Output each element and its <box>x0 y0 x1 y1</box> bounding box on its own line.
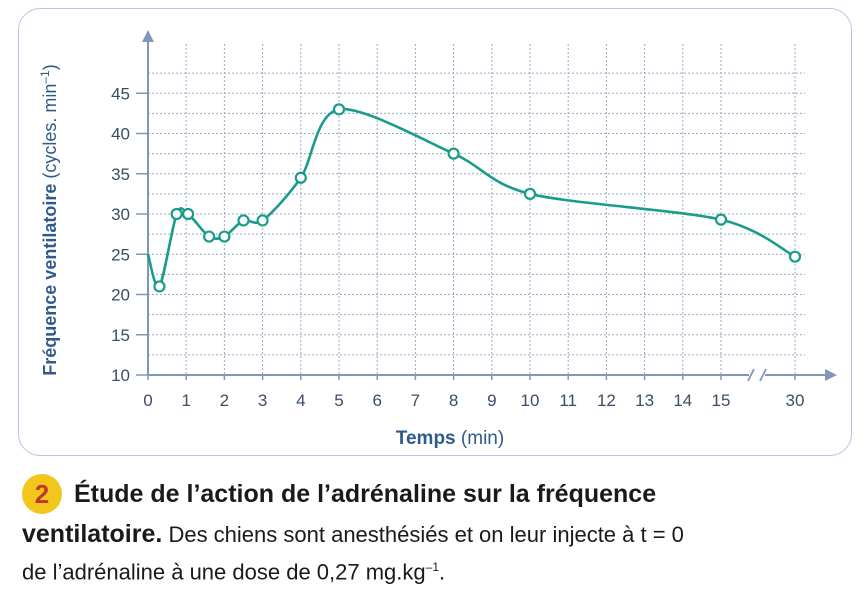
figure-caption: 2 Étude de l’action de l’adrénaline sur … <box>22 474 852 588</box>
caption-line-2: ventilatoire. Des chiens sont anesthésié… <box>22 518 852 551</box>
data-point <box>153 280 166 293</box>
x-tick-label: 12 <box>597 391 616 410</box>
y-tick-label: 35 <box>111 165 130 184</box>
data-line <box>146 107 796 289</box>
data-point <box>788 250 802 263</box>
caption-line-1: 2 Étude de l’action de l’adrénaline sur … <box>22 474 852 514</box>
x-axis-arrow <box>825 369 837 381</box>
x-tick-label: 10 <box>521 391 540 410</box>
data-point <box>203 230 216 243</box>
x-tick-label: 11 <box>559 391 577 410</box>
line-chart: 0 1 2 3 4 5 6 7 8 9 10 11 12 13 14 15 301015202530354045… <box>38 30 837 449</box>
x-tick-label: 3 <box>258 391 267 410</box>
x-tick-label: 9 <box>487 391 496 410</box>
caption-line-3: de l’adrénaline à une dose de 0,27 mg.kg… <box>22 551 852 588</box>
x-tick-label: 1 <box>181 391 190 410</box>
y-axis-title: Fréquence ventilatoire (cycles. min–1) <box>38 64 60 375</box>
grid <box>148 44 805 375</box>
x-axis-title: Temps (min) <box>396 428 504 449</box>
x-tick-label: 14 <box>673 391 692 410</box>
x-tick-label: 2 <box>220 391 229 410</box>
caption-text-part2: de l’adrénaline à une dose de 0,27 mg.kg <box>22 559 426 585</box>
x-tick-label: 6 <box>372 391 381 410</box>
chart-frame <box>18 8 852 456</box>
data-point <box>332 103 346 116</box>
axis-break-gap <box>749 372 765 378</box>
y-tick-label: 30 <box>111 205 130 224</box>
axis-break-mark <box>747 368 755 382</box>
caption-title-part2: ventilatoire. <box>22 520 163 548</box>
x-tick-label: 13 <box>635 391 654 410</box>
y-tick-label: 45 <box>111 84 130 103</box>
data-point <box>256 214 269 227</box>
x-tick-label: 0 <box>143 391 152 410</box>
axes <box>136 30 837 382</box>
caption-exponent: –1 <box>425 560 439 574</box>
x-tick-label: 8 <box>449 391 458 410</box>
caption-title-part1: Étude de l’action de l’adrénaline sur la… <box>74 479 657 508</box>
y-tick-label: 10 <box>111 366 130 385</box>
x-tick-label: 5 <box>334 391 343 410</box>
x-tick-label: 7 <box>411 391 420 410</box>
figure-number-badge: 2 <box>22 474 62 514</box>
axis-break-mark <box>759 368 767 382</box>
data-point <box>714 213 728 226</box>
x-tick-label: 15 <box>712 391 731 410</box>
y-tick-label: 15 <box>111 326 130 345</box>
y-tick-label: 40 <box>111 125 130 144</box>
data-point <box>237 214 250 227</box>
data-point <box>447 147 460 160</box>
y-tick-label: 25 <box>111 245 130 264</box>
data-point <box>523 187 537 200</box>
caption-text-part1: Des chiens sont anesthésiés et on leur i… <box>162 522 684 547</box>
data-point <box>170 207 183 221</box>
y-axis-arrow <box>142 30 154 42</box>
caption-text-end: . <box>439 559 446 585</box>
x-tick-label: 30 <box>786 391 805 410</box>
data-point <box>182 207 195 221</box>
series-line <box>146 107 796 289</box>
x-tick-label: 4 <box>296 391 305 410</box>
data-points <box>153 103 802 293</box>
data-point <box>294 171 307 184</box>
y-tick-label: 20 <box>111 286 130 305</box>
data-point <box>218 230 231 243</box>
